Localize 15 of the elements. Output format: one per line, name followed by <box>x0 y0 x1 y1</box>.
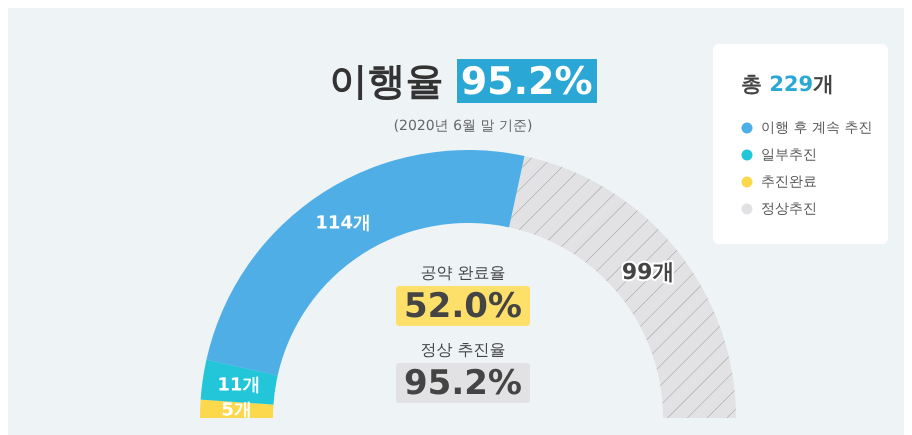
legend-label: 정상추진 <box>761 200 817 218</box>
chart-title: 이행율 95.2% <box>329 59 594 103</box>
data-label: 114개 <box>315 212 371 234</box>
legend-label: 일부추진 <box>761 146 817 164</box>
text: (2020년 6월 말 기준) <box>394 118 532 134</box>
text: 정상 추진율 <box>419 340 507 361</box>
data-label: 11개 <box>217 374 260 396</box>
text: 95.2% <box>396 363 530 403</box>
text: 52.0% <box>396 286 530 326</box>
legend-label: 추진완료 <box>761 172 817 190</box>
legend-label: 이행 후 계속 추진 <box>761 118 872 136</box>
data-label: 99개 <box>622 260 674 286</box>
data-label: 5개 <box>221 400 252 421</box>
text: 공약 완료율 <box>419 263 507 284</box>
legend-title: 총 229개 <box>741 71 836 98</box>
